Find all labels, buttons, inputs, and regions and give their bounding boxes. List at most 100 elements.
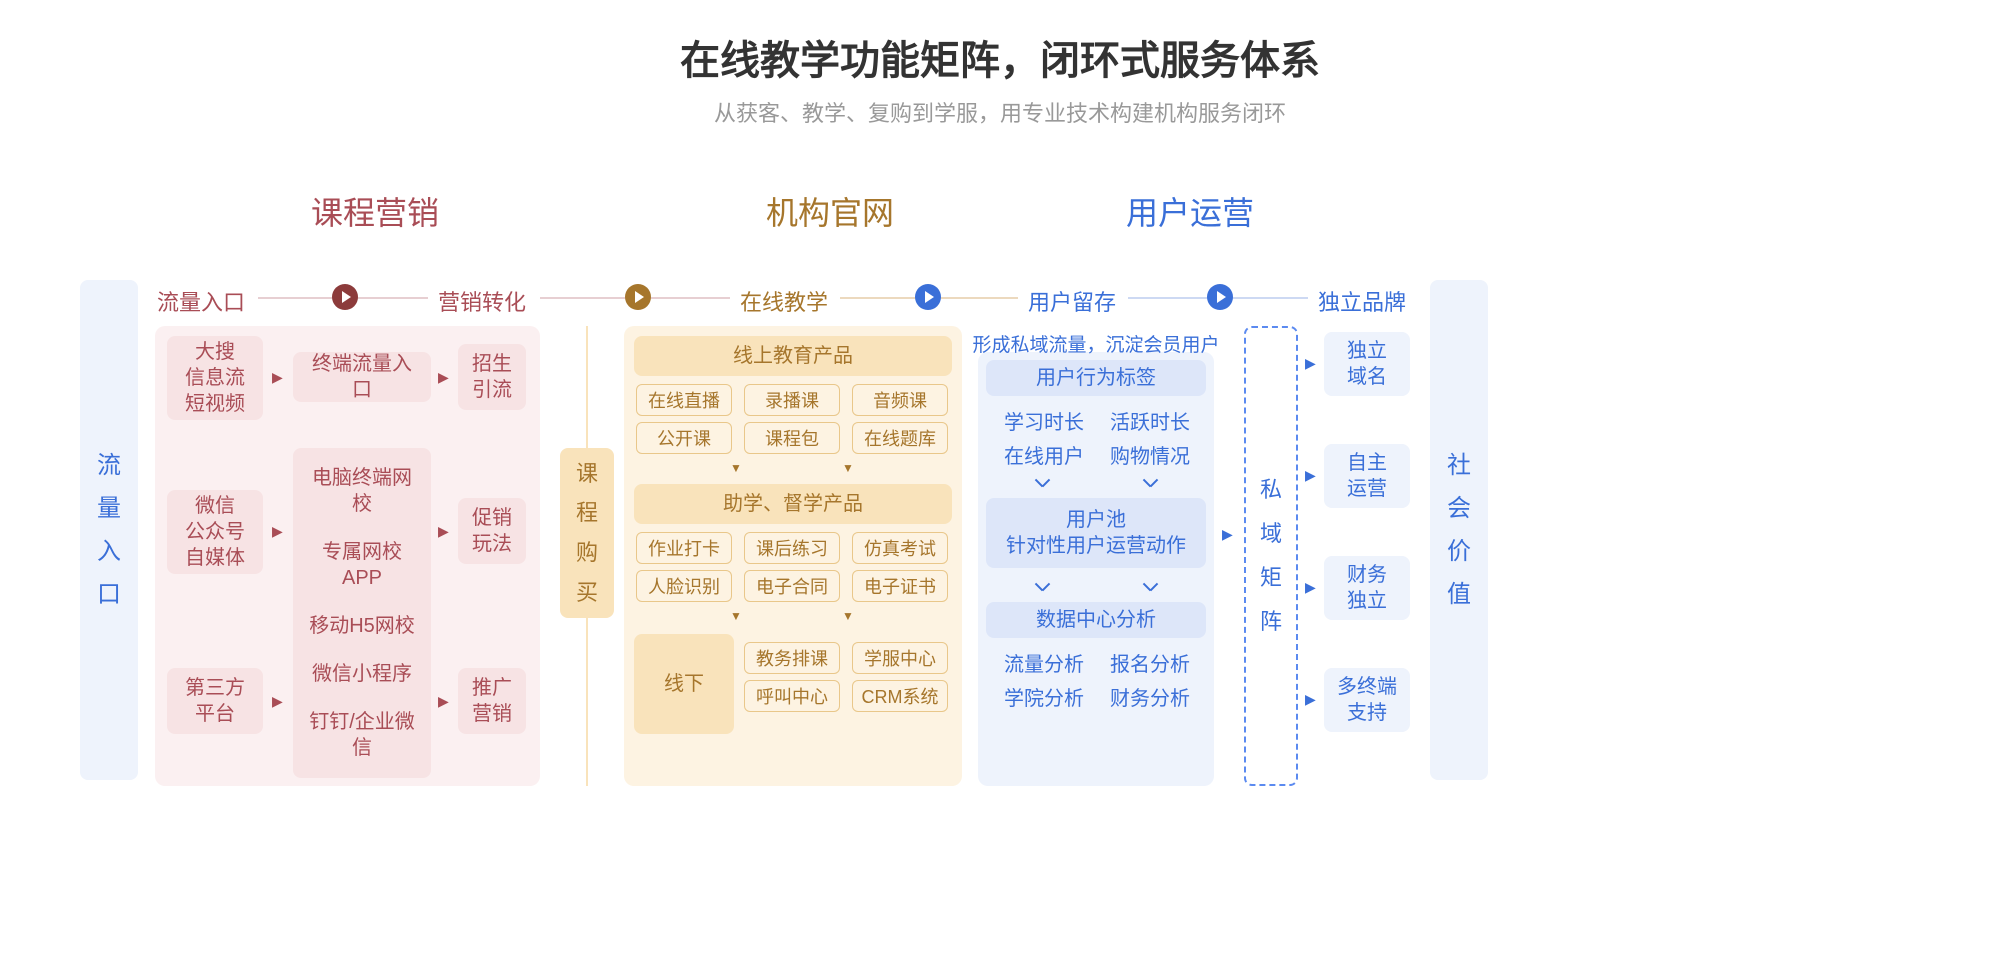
gold-panel3-title: 线下 xyxy=(634,634,734,734)
caret-pink-r3-1-icon xyxy=(272,694,283,708)
brand4-l2: 支持 xyxy=(1347,700,1387,726)
section-heading-middle: 机构官网 xyxy=(700,188,960,234)
blue-analysis-header: 数据中心分析 xyxy=(986,602,1206,638)
step-2: 营销转化 xyxy=(438,285,526,317)
chev-blue-3-icon xyxy=(1034,580,1050,596)
step-3: 在线教学 xyxy=(740,285,828,317)
pillar-social-value-char3: 价 xyxy=(1447,530,1471,573)
pillar-private-matrix-c3: 矩 xyxy=(1260,556,1282,600)
step-5: 独立品牌 xyxy=(1318,285,1406,317)
pink-row3-a-l2: 平台 xyxy=(195,701,235,727)
blue-an-2: 学院分析 xyxy=(994,682,1094,711)
pink-row2-a-l1: 微信 xyxy=(195,493,235,519)
blue-tag-header: 用户行为标签 xyxy=(986,360,1206,396)
gold-p2-chip-2: 仿真考试 xyxy=(852,532,948,564)
brand-box-2: 自主 运营 xyxy=(1324,444,1410,508)
caret-pink-r1-2-icon xyxy=(438,370,449,384)
pink-row2-b1: 电脑终端网校 xyxy=(303,465,421,517)
pillar-traffic-in: 流 量 入 口 xyxy=(80,280,138,780)
step-arrow-1-icon xyxy=(332,284,358,310)
brand-box-1: 独立 域名 xyxy=(1324,332,1410,396)
pink-row2-b4: 微信小程序 xyxy=(312,661,412,687)
gold-p3-chip-1: 学服中心 xyxy=(852,642,948,674)
step-4: 用户留存 xyxy=(1028,285,1116,317)
brand-box-4: 多终端 支持 xyxy=(1324,668,1410,732)
pillar-traffic-in-char1: 流 xyxy=(97,444,121,487)
blue-tag-3: 购物情况 xyxy=(1100,440,1200,469)
gold-p1-chip-0: 在线直播 xyxy=(636,384,732,416)
caret-blue-to-matrix-icon xyxy=(1222,527,1233,541)
pillar-traffic-in-char4: 口 xyxy=(97,573,121,616)
pink-row1-a-l3: 短视频 xyxy=(185,391,245,417)
gold-p2-chip-0: 作业打卡 xyxy=(636,532,732,564)
pink-row2-c-l2: 玩法 xyxy=(472,531,512,557)
step-arrow-3-icon xyxy=(915,284,941,310)
pink-row3-c-l2: 营销 xyxy=(472,701,512,727)
pillar-course-purchase-c4: 买 xyxy=(576,573,598,613)
blue-pool: 用户池 针对性用户运营动作 xyxy=(986,498,1206,568)
pink-row1-a-l2: 信息流 xyxy=(185,365,245,391)
brand3-l2: 独立 xyxy=(1347,588,1387,614)
pillar-private-matrix-c4: 阵 xyxy=(1260,600,1282,644)
pillar-private-matrix-c2: 域 xyxy=(1260,512,1282,556)
blue-an-3: 财务分析 xyxy=(1100,682,1200,711)
gold-panel1-title: 线上教育产品 xyxy=(634,336,952,376)
gold-panel2-title: 助学、督学产品 xyxy=(634,484,952,524)
gold-p2-chip-1: 课后练习 xyxy=(744,532,840,564)
blue-tag-1: 活跃时长 xyxy=(1100,406,1200,435)
pink-row3-a-l1: 第三方 xyxy=(185,675,245,701)
brand3-l1: 财务 xyxy=(1347,562,1387,588)
gold-p3-chip-3: CRM系统 xyxy=(852,680,948,712)
pink-row1-c-l2: 引流 xyxy=(472,377,512,403)
section-heading-left: 课程营销 xyxy=(245,188,505,234)
pillar-traffic-in-char2: 量 xyxy=(97,487,121,530)
caret-gold-d3-icon xyxy=(730,610,742,622)
pillar-course-purchase-c1: 课 xyxy=(576,454,598,494)
pink-row1-a: 大搜 信息流 短视频 xyxy=(167,336,263,420)
pink-row3-a: 第三方 平台 xyxy=(167,668,263,734)
pink-row2-a: 微信 公众号 自媒体 xyxy=(167,490,263,574)
blue-caption: 形成私域流量，沉淀会员用户 xyxy=(970,330,1222,357)
chev-blue-4-icon xyxy=(1142,580,1158,596)
gold-p3-chip-0: 教务排课 xyxy=(744,642,840,674)
pillar-social-value-char2: 会 xyxy=(1447,487,1471,530)
pink-row2-a-l3: 自媒体 xyxy=(185,545,245,571)
page-subtitle: 从获客、教学、复购到学服，用专业技术构建机构服务闭环 xyxy=(0,96,2000,128)
pink-row1-a-l1: 大搜 xyxy=(195,339,235,365)
caret-brand-1-icon xyxy=(1305,356,1316,370)
pillar-course-purchase: 课 程 购 买 xyxy=(560,448,614,618)
caret-brand-3-icon xyxy=(1305,580,1316,594)
pillar-social-value-char4: 值 xyxy=(1447,573,1471,616)
pillar-private-matrix-c1: 私 xyxy=(1260,468,1282,512)
pink-row2-c: 促销 玩法 xyxy=(458,498,526,564)
pink-row2-b3: 移动H5网校 xyxy=(309,613,415,639)
blue-an-1: 报名分析 xyxy=(1100,648,1200,677)
gold-p1-chip-3: 公开课 xyxy=(636,422,732,454)
pink-row2-b-container: 电脑终端网校 专属网校APP 移动H5网校 微信小程序 钉钉/企业微信 xyxy=(293,448,431,778)
caret-pink-r1-1-icon xyxy=(272,370,283,384)
pink-row2-b2: 专属网校APP xyxy=(303,539,421,591)
gold-p2-chip-5: 电子证书 xyxy=(852,570,948,602)
caret-gold-d4-icon xyxy=(842,610,854,622)
brand2-l1: 自主 xyxy=(1347,450,1387,476)
blue-tag-2: 在线用户 xyxy=(994,440,1094,469)
gold-p1-chip-5: 在线题库 xyxy=(852,422,948,454)
gold-p1-chip-4: 课程包 xyxy=(744,422,840,454)
blue-pool-l1: 用户池 xyxy=(1066,507,1126,533)
pink-row3-c-l1: 推广 xyxy=(472,675,512,701)
page-title: 在线教学功能矩阵，闭环式服务体系 xyxy=(0,28,2000,86)
gold-p1-chip-2: 音频课 xyxy=(852,384,948,416)
step-1: 流量入口 xyxy=(157,285,245,317)
pink-row2-b5: 钉钉/企业微信 xyxy=(303,709,421,761)
gold-p2-chip-4: 电子合同 xyxy=(744,570,840,602)
pink-row2-c-l1: 促销 xyxy=(472,505,512,531)
gold-p3-chip-2: 呼叫中心 xyxy=(744,680,840,712)
section-heading-right: 用户运营 xyxy=(1060,188,1320,234)
brand1-l1: 独立 xyxy=(1347,338,1387,364)
pink-row1-c-l1: 招生 xyxy=(472,351,512,377)
brand1-l2: 域名 xyxy=(1347,364,1387,390)
caret-brand-4-icon xyxy=(1305,692,1316,706)
chev-blue-1-icon: .chev-down::before,.chev-down::after{bac… xyxy=(1034,476,1050,492)
pillar-traffic-in-char3: 入 xyxy=(97,530,121,573)
pillar-social-value: 社 会 价 值 xyxy=(1430,280,1488,780)
